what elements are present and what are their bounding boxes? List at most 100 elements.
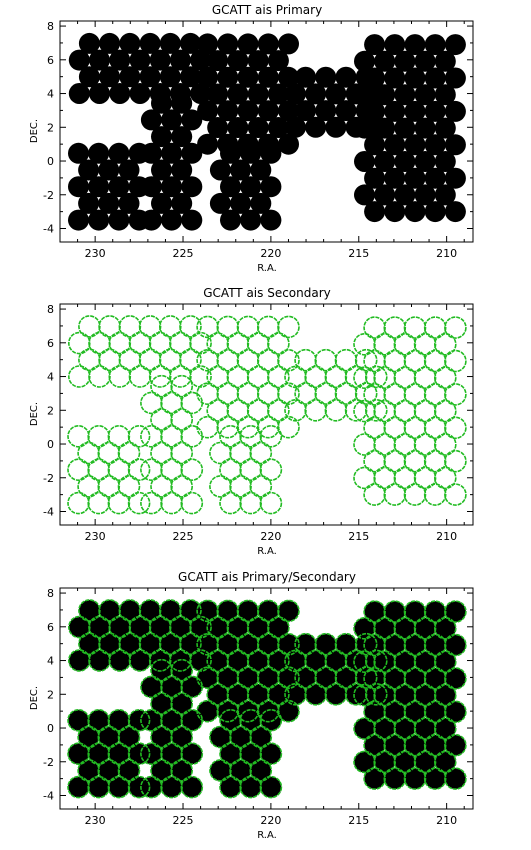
pointing-circle [161, 142, 183, 164]
pointing-circle [197, 133, 219, 155]
pointing-circle [180, 66, 201, 88]
pointing-circle [88, 176, 110, 198]
pointing-circle [414, 718, 436, 739]
pointing-circle [278, 633, 299, 655]
pointing-circle [206, 399, 229, 422]
pointing-circle [363, 383, 386, 406]
pointing-circle [88, 776, 110, 798]
pointing-circle [78, 599, 100, 621]
pointing-circle [99, 633, 121, 655]
pointing-circle [67, 491, 90, 515]
pointing-circle [207, 117, 229, 138]
pointing-circle [374, 184, 396, 206]
y-tick-label: -2 [43, 756, 54, 769]
y-tick-label: 2 [47, 121, 54, 134]
pointing-circle [354, 718, 375, 739]
pointing-circle [139, 32, 161, 54]
pointing-circle [335, 667, 357, 689]
pointing-circle [68, 176, 89, 198]
pointing-circle [217, 100, 239, 122]
pointing-circle [434, 718, 456, 739]
pointing-circle [364, 34, 386, 56]
pointing-circle [237, 667, 259, 689]
pointing-circle [98, 726, 120, 748]
pointing-circle [207, 650, 229, 672]
pointing-circle [394, 718, 416, 739]
pointing-circle [315, 633, 337, 655]
pointing-circle [335, 66, 357, 88]
pointing-circle [78, 159, 100, 181]
pointing-circle [159, 66, 181, 88]
pointing-circle [67, 742, 90, 766]
pointing-circle [227, 50, 249, 72]
pointing-circle [118, 192, 140, 214]
pointing-circle [67, 775, 90, 799]
pointing-circle [285, 683, 306, 705]
pointing-circle [353, 399, 376, 423]
pointing-circle [171, 659, 193, 681]
pointing-circle [219, 742, 242, 766]
pointing-circle [444, 734, 466, 756]
pointing-circle [424, 167, 446, 189]
pointing-circle [217, 633, 239, 655]
pointing-circle [161, 209, 183, 231]
pointing-circle [364, 768, 386, 790]
pointing-circle [353, 366, 376, 390]
pointing-circle [209, 726, 231, 748]
pointing-circle [394, 751, 416, 773]
pointing-circle [444, 701, 466, 723]
pointing-circle [109, 616, 131, 638]
pointing-circle [78, 66, 100, 88]
x-tick-label: 225 [173, 530, 194, 543]
pointing-circle [278, 66, 299, 88]
pointing-circle [434, 84, 456, 106]
pointing-circle [140, 391, 163, 415]
panel-secondary: GCATT ais Secondary 230 225 220 215 210 -4 -2… [29, 286, 474, 557]
pointing-circle [108, 743, 130, 765]
x-ticks: 230 225 220 215 210 [77, 304, 465, 543]
pointing-circle [240, 209, 262, 231]
pointing-circle [394, 651, 416, 673]
pointing-circle [108, 209, 130, 231]
pointing-circle [384, 201, 406, 223]
pointing-circle [404, 67, 426, 89]
pointing-circle [140, 775, 163, 799]
pointing-circle [140, 458, 163, 482]
pointing-circle [250, 726, 272, 748]
pointing-circle [250, 192, 272, 214]
pointing-circle [404, 100, 426, 122]
pointing-circle [374, 718, 396, 739]
pointing-circle [444, 100, 466, 122]
pointing-circle [250, 759, 272, 781]
pointing-circle [151, 159, 172, 181]
pointing-circle [151, 759, 172, 781]
pointing-circle [284, 398, 307, 422]
pointing-circle [257, 33, 279, 55]
pointing-circle [181, 776, 203, 798]
pointing-circle [209, 759, 232, 782]
pointing-circle [414, 184, 436, 206]
x-tick-label: 215 [348, 247, 369, 260]
y-axis-label: DEC. [29, 119, 40, 143]
pointing-circle [384, 768, 406, 790]
pointing-circle [220, 142, 241, 164]
y-ticks: -4 -2 0 2 4 6 8 [43, 303, 473, 519]
y-tick-label: 0 [47, 722, 54, 735]
pointing-circle [227, 83, 249, 105]
pointing-circle [98, 192, 120, 214]
pointing-circle [444, 667, 466, 689]
pointing-circle [181, 142, 203, 164]
pointing-circle [180, 32, 201, 54]
pointing-circle [374, 117, 396, 139]
pointing-circle [394, 617, 416, 639]
pointing-circle [219, 708, 242, 732]
pointing-circle [206, 649, 229, 673]
pointing-circle [444, 201, 466, 223]
marks-secondary [67, 315, 467, 515]
pointing-circle [315, 66, 337, 88]
pointing-circle [414, 151, 436, 172]
pointing-circle [394, 684, 416, 706]
pointing-circle [424, 768, 446, 790]
pointing-circle [171, 693, 193, 715]
